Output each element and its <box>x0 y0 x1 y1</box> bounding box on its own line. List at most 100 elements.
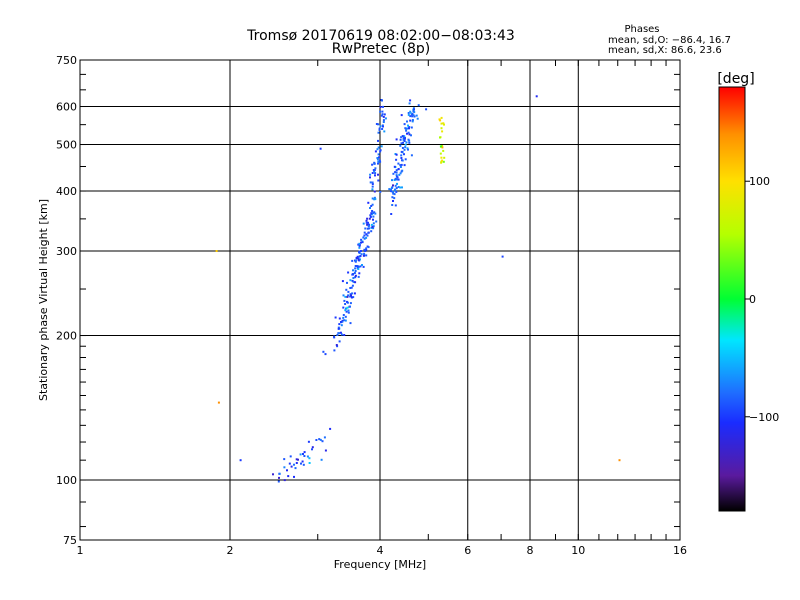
data-point <box>308 457 311 460</box>
data-point <box>344 309 347 312</box>
data-point <box>369 181 372 184</box>
data-point <box>379 125 382 128</box>
data-point <box>358 242 361 245</box>
data-point <box>366 217 369 220</box>
data-point <box>336 345 339 348</box>
data-point <box>399 186 402 189</box>
data-point <box>380 114 383 117</box>
phases-title: Phases <box>624 24 659 35</box>
data-point <box>362 222 365 225</box>
data-point <box>362 254 365 257</box>
y-tick-label: 400 <box>56 185 77 198</box>
data-point <box>311 448 313 451</box>
data-point <box>374 150 377 153</box>
data-point <box>366 245 369 248</box>
data-point <box>371 163 374 166</box>
data-point <box>410 154 413 157</box>
data-point <box>408 126 411 128</box>
data-point <box>369 214 372 217</box>
data-point <box>391 179 393 182</box>
colorbar-tick-label: 0 <box>749 293 756 306</box>
data-point <box>395 174 398 177</box>
data-point <box>377 173 379 176</box>
colorbar-tick-label: 100 <box>749 175 770 188</box>
data-point <box>354 265 357 267</box>
data-point <box>345 307 347 310</box>
data-point <box>408 133 411 136</box>
data-point <box>397 186 400 188</box>
data-point <box>379 150 382 153</box>
data-point <box>367 231 370 234</box>
x-tick-label: 10 <box>571 544 585 557</box>
data-point <box>378 128 381 131</box>
data-point <box>409 99 412 102</box>
data-point <box>346 295 349 298</box>
data-point <box>406 120 408 123</box>
data-point <box>344 295 347 298</box>
data-point <box>297 458 299 461</box>
data-point <box>287 475 290 478</box>
data-point <box>400 154 403 157</box>
data-point <box>404 158 407 161</box>
data-point <box>382 115 385 118</box>
data-point <box>372 212 374 215</box>
data-point <box>401 147 404 149</box>
data-point <box>365 233 368 236</box>
data-point <box>359 255 362 257</box>
data-point <box>408 141 411 144</box>
data-point <box>392 192 395 195</box>
data-point <box>370 212 373 215</box>
data-point <box>398 173 401 176</box>
data-point <box>373 211 376 214</box>
data-point <box>406 127 409 130</box>
data-point <box>342 316 345 319</box>
data-point <box>286 469 288 472</box>
y-tick-label: 750 <box>56 54 77 67</box>
data-point <box>376 157 379 159</box>
data-point <box>379 149 382 152</box>
data-point <box>359 258 361 261</box>
data-point <box>382 121 385 123</box>
data-point <box>409 115 412 118</box>
data-point <box>535 95 538 98</box>
data-point <box>412 114 415 117</box>
data-point <box>393 197 396 200</box>
data-point <box>404 143 407 146</box>
data-point <box>277 480 280 483</box>
data-point <box>365 248 368 251</box>
data-point <box>413 111 416 114</box>
data-point <box>395 158 398 161</box>
data-point <box>347 294 350 297</box>
data-point <box>343 334 346 336</box>
data-point <box>395 153 398 156</box>
data-point <box>397 178 400 181</box>
data-points <box>215 95 621 483</box>
data-point <box>371 185 374 188</box>
data-point <box>307 440 310 443</box>
data-point <box>406 132 408 135</box>
data-point <box>377 153 380 156</box>
data-point <box>367 221 369 224</box>
data-point <box>365 221 368 224</box>
data-point <box>369 173 372 176</box>
data-point <box>412 107 415 110</box>
data-point <box>360 241 362 244</box>
data-point <box>501 255 504 258</box>
data-point <box>400 163 403 166</box>
data-point <box>324 449 327 452</box>
data-point <box>290 465 293 468</box>
data-point <box>439 145 442 148</box>
data-point <box>358 272 361 275</box>
data-point <box>337 326 340 329</box>
data-point <box>363 248 366 251</box>
data-point <box>394 171 397 174</box>
data-point <box>340 333 343 336</box>
data-point <box>402 141 404 144</box>
data-point <box>349 302 352 305</box>
data-point <box>364 250 367 252</box>
data-point <box>381 113 384 116</box>
data-point <box>368 227 371 230</box>
data-point <box>302 463 305 466</box>
data-point <box>329 427 332 430</box>
